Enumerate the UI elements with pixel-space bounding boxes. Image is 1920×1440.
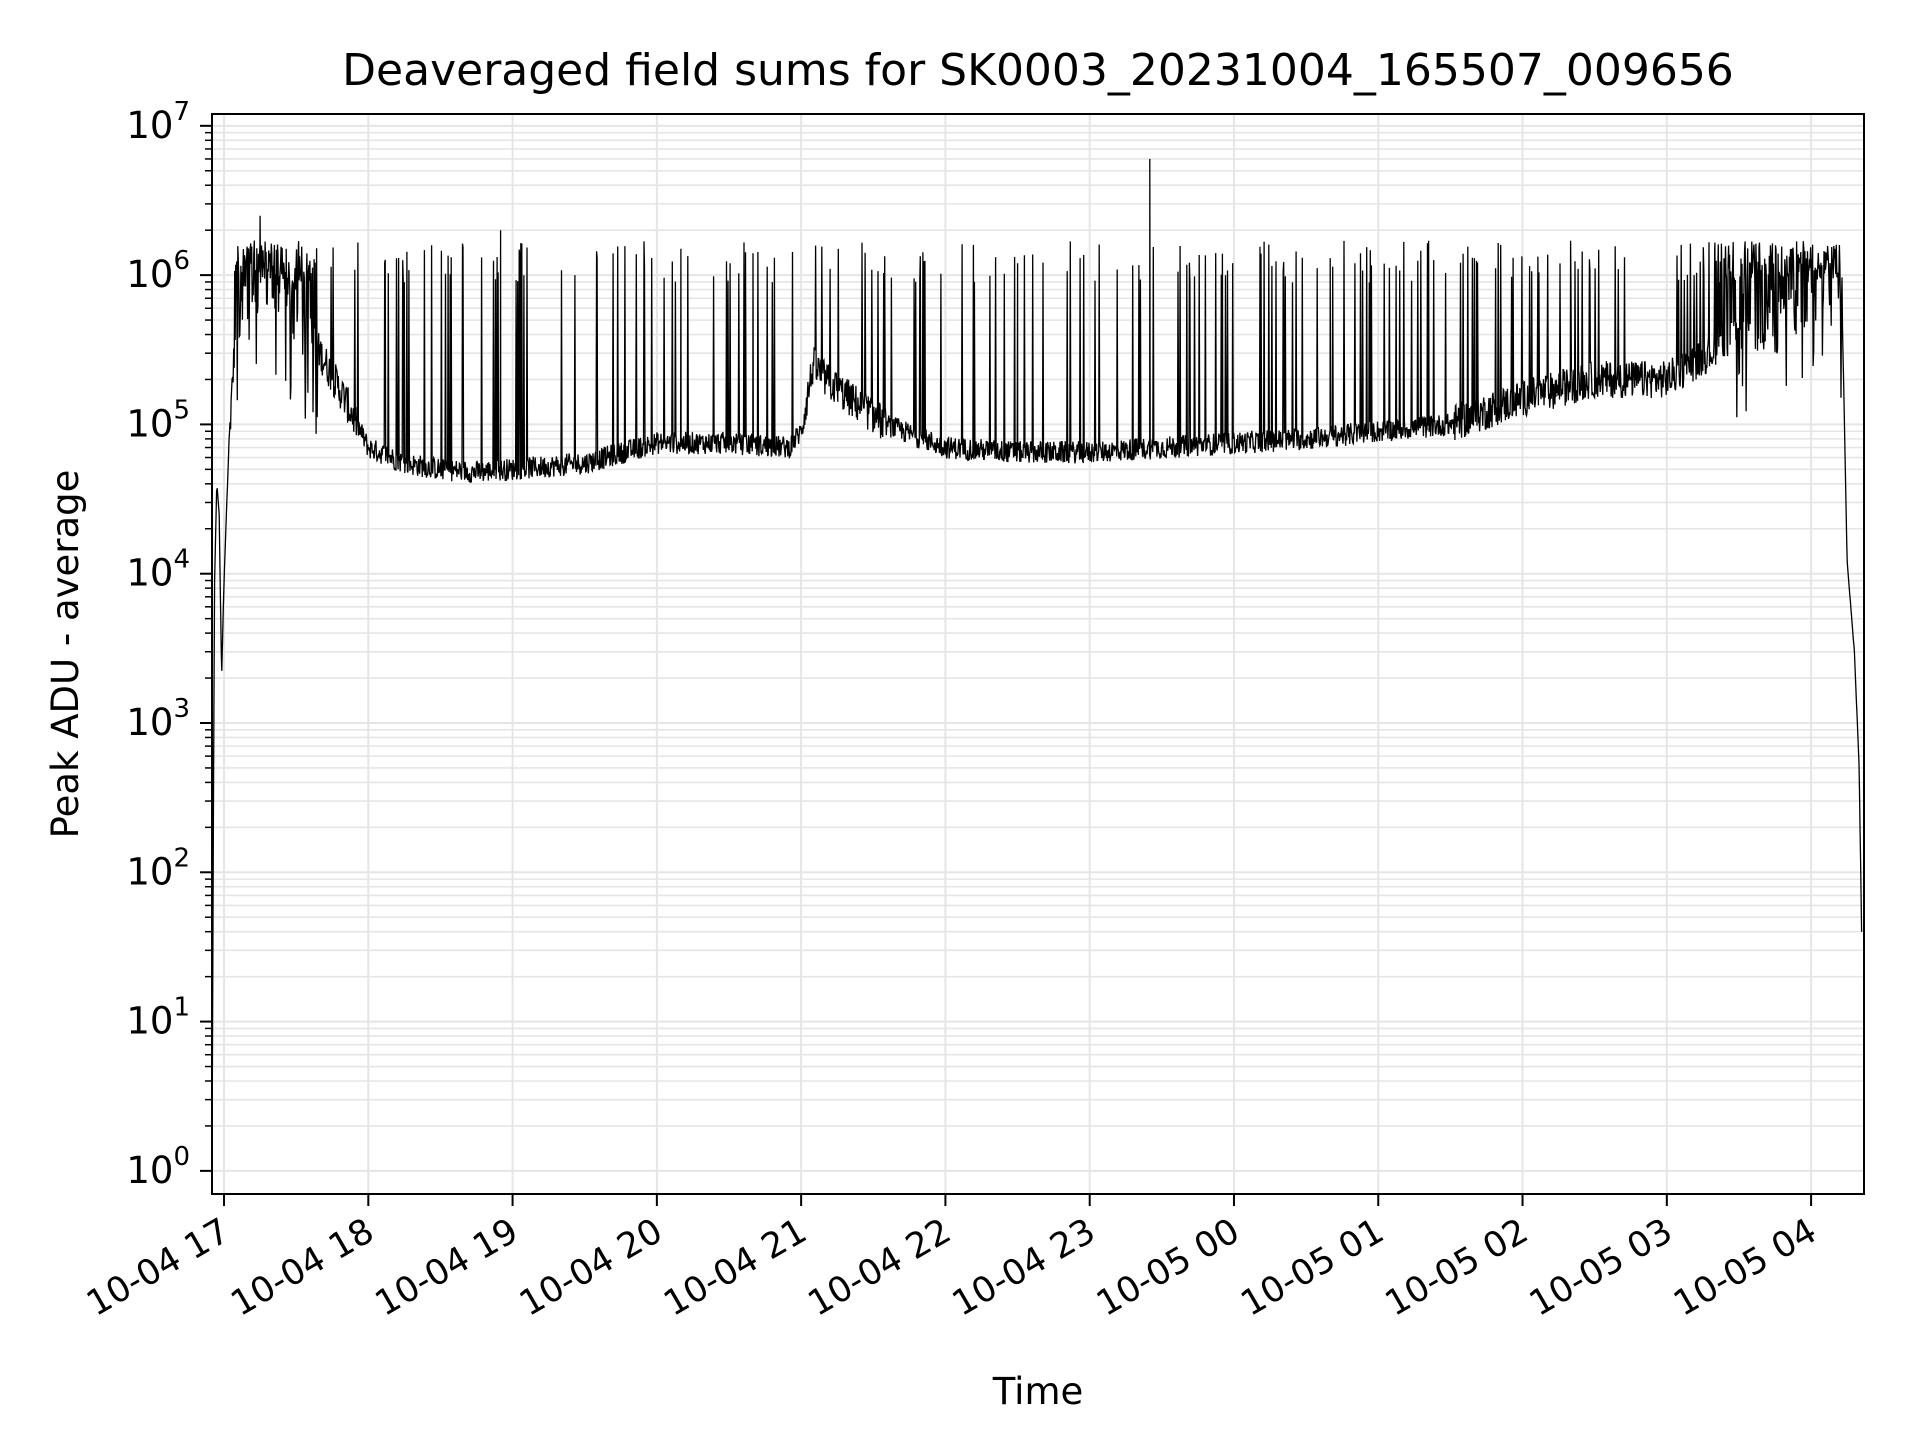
y-tick-label: 104: [126, 545, 190, 595]
grid: [212, 114, 1864, 1194]
x-axis-label: Time: [992, 1370, 1084, 1413]
series-line-group: [211, 158, 1863, 1171]
y-axis-label: Peak ADU - average: [44, 470, 87, 839]
plot-frame: [211, 113, 1865, 1195]
series-line: [211, 158, 1863, 1171]
chart-title: Deaveraged field sums for SK0003_2023100…: [342, 45, 1734, 96]
y-tick-label: 105: [126, 395, 190, 445]
y-tick-label: 106: [126, 246, 190, 296]
y-tick-label: 101: [126, 993, 190, 1043]
